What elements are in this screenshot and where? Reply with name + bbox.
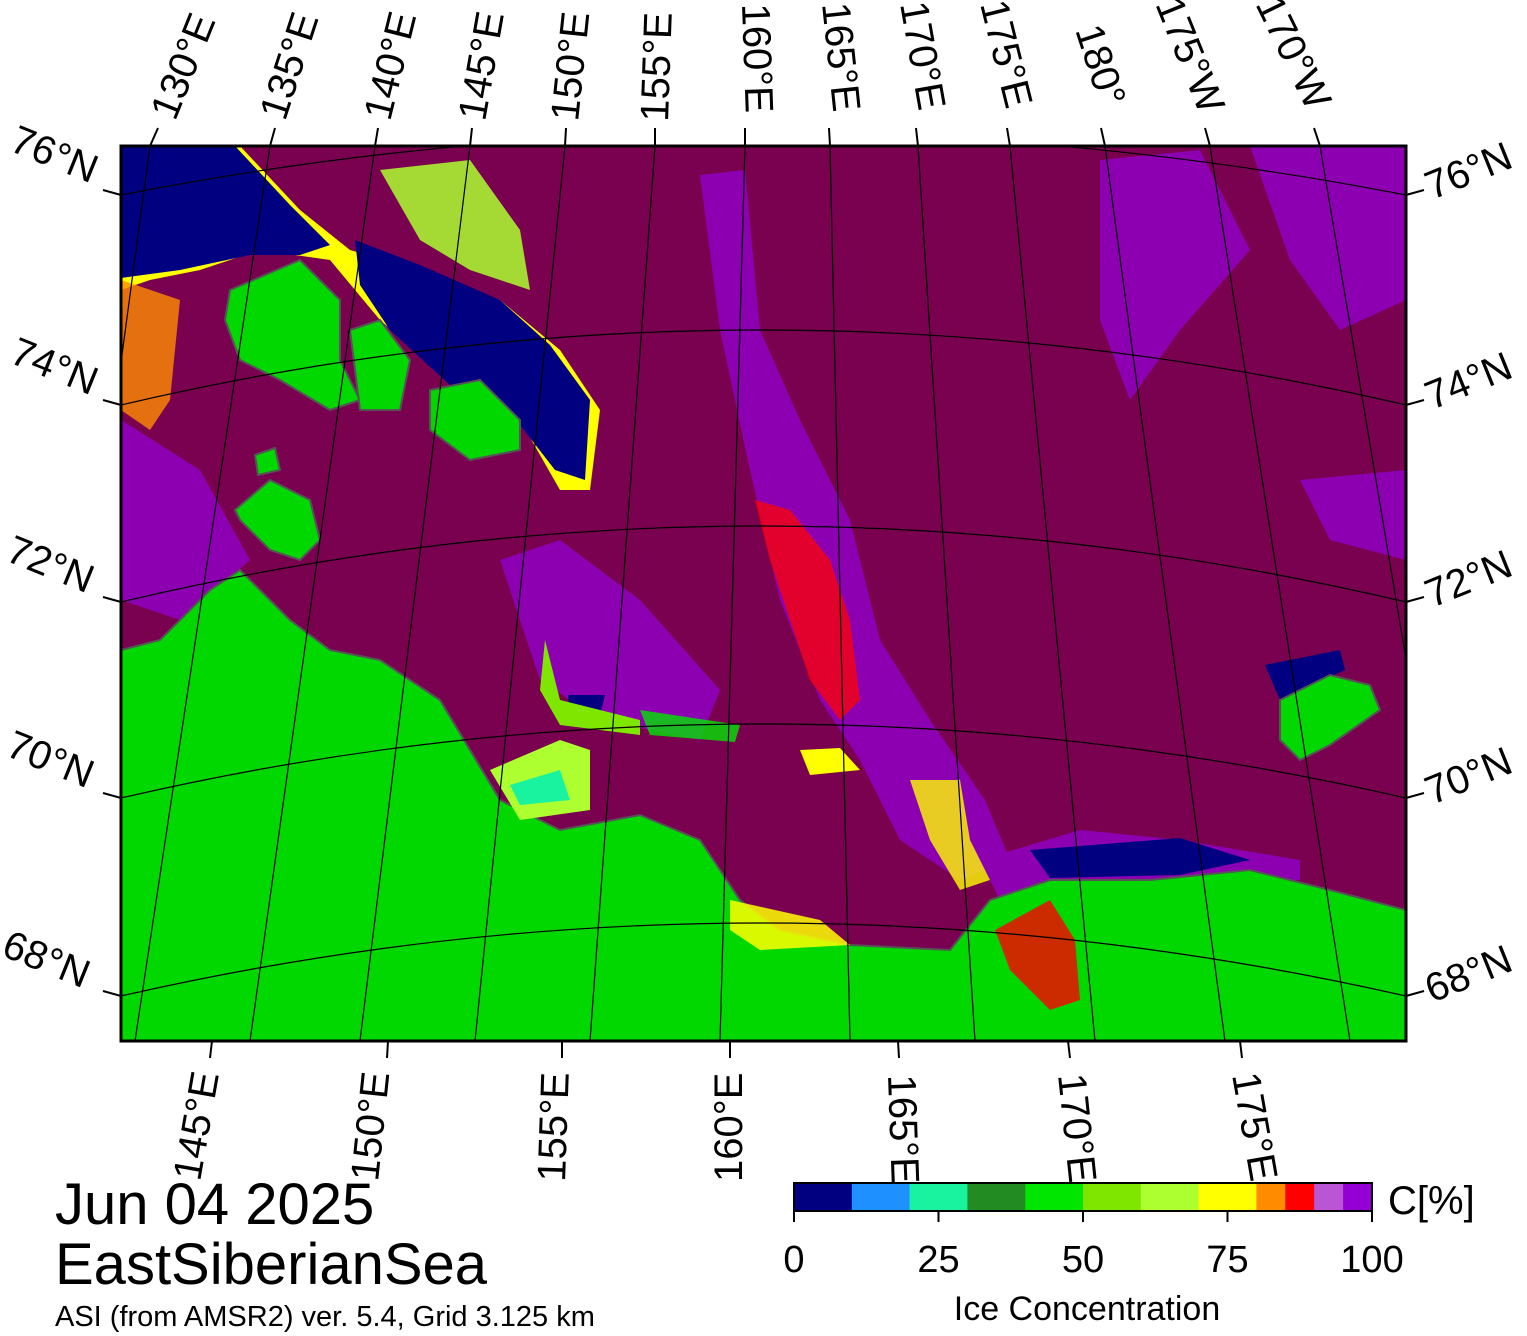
colorbar-bin: [1314, 1183, 1344, 1211]
left-lat-label: 74°N: [5, 330, 104, 404]
kotelny-island: [223, 258, 362, 412]
top-lon-label: 180°: [1066, 19, 1133, 111]
top-lon-label: 175°W: [1147, 0, 1233, 119]
graticule: [121, 146, 1406, 1041]
colorbar-bin: [1083, 1183, 1142, 1211]
faddeyevsky-island: [348, 318, 412, 411]
colorbar-tick-label: 25: [917, 1239, 959, 1281]
map-date: Jun 04 2025: [55, 1172, 375, 1237]
colorbar-bin: [1256, 1183, 1286, 1211]
top-lon-label: 130°E: [143, 7, 225, 125]
top-lon-label: 170°W: [1247, 0, 1339, 116]
top-lon-label: 135°E: [252, 7, 328, 125]
bottom-lon-label: 145°E: [166, 1068, 228, 1183]
islands: [223, 258, 1382, 762]
high-concentration-streak: [121, 280, 990, 890]
kolyma-delta-low-ice: [510, 770, 570, 805]
colorbar: 0 25 50 75 100 C[%] Ice Concentration: [783, 1179, 1474, 1328]
right-lat-label: 68°N: [1419, 937, 1518, 1011]
colorbar-ticks: [793, 1211, 1373, 1222]
new-siberia-island: [429, 378, 521, 462]
top-lon-label: 160°E: [733, 3, 781, 114]
top-lon-label: 155°E: [633, 11, 681, 122]
top-lon-label: 165°E: [813, 0, 868, 113]
top-lon-label: 175°E: [971, 0, 1040, 112]
top-lon-label: 170°E: [891, 0, 953, 113]
right-lat-label: 72°N: [1419, 542, 1518, 616]
kolyuchin-ice: [995, 900, 1080, 1010]
top-lon-label: 145°E: [451, 8, 513, 123]
colorbar-bin: [1140, 1183, 1200, 1211]
dense-ice-regions: [121, 146, 1345, 878]
bottom-lon-label: 160°E: [707, 1073, 751, 1182]
bottom-lon-label: 170°E: [1049, 1071, 1104, 1184]
colorbar-bin: [1025, 1183, 1084, 1211]
colorbar-bin: [851, 1183, 911, 1211]
bottom-lon-label: 150°E: [343, 1070, 398, 1183]
bottom-lon-label: 155°E: [530, 1071, 578, 1182]
colorbar-bin: [794, 1183, 853, 1211]
colorbar-tick-label: 0: [783, 1239, 804, 1281]
chaun-bay-ice: [730, 900, 850, 950]
right-latitude-labels: 76°N 74°N 72°N 70°N 68°N: [1419, 134, 1518, 1011]
bottom-longitude-labels: 145°E 150°E 155°E 160°E 165°E 170°E 175°…: [166, 1068, 1286, 1185]
bottom-lon-label: 175°E: [1223, 1069, 1285, 1184]
colorbar-bin: [909, 1183, 968, 1211]
data-source: ASI (from AMSR2) ver. 5.4, Grid 3.125 km: [55, 1301, 595, 1333]
colorbar-bin: [1285, 1183, 1315, 1211]
colorbar-bin: [1198, 1183, 1257, 1211]
left-lat-label: 72°N: [1, 528, 100, 602]
right-lat-label: 76°N: [1419, 134, 1518, 208]
frame-ticks: [102, 127, 1425, 1059]
colorbar-bin: [1343, 1183, 1373, 1211]
left-lat-label: 68°N: [0, 923, 96, 997]
map-frame: [119, 144, 1408, 1043]
colorbar-tick-label: 100: [1340, 1239, 1403, 1281]
map-content: [121, 146, 1406, 1041]
colorbar-bins: [794, 1183, 1373, 1211]
left-latitude-labels: 76°N 74°N 72°N 70°N 68°N: [0, 118, 104, 997]
region-name: EastSiberianSea: [55, 1232, 488, 1297]
top-lon-label: 140°E: [356, 7, 425, 124]
maly-lyakhovsky-island: [253, 446, 282, 477]
mainland: [121, 568, 1406, 1041]
left-lat-label: 76°N: [5, 118, 104, 192]
colorbar-unit-label: C[%]: [1388, 1179, 1475, 1223]
colorbar-tick-label: 75: [1206, 1239, 1248, 1281]
colorbar-title: Ice Concentration: [954, 1290, 1221, 1328]
right-lat-label: 70°N: [1419, 739, 1518, 813]
left-lat-label: 70°N: [1, 723, 100, 797]
right-lat-label: 74°N: [1419, 344, 1518, 418]
bottom-lon-label: 165°E: [879, 1074, 927, 1185]
top-longitude-labels: 130°E 135°E 140°E 145°E 150°E 155°E 160°…: [143, 0, 1340, 125]
wrangel-island: [1279, 673, 1382, 762]
bolshoy-lyakhovsky-island: [233, 478, 322, 562]
colorbar-bin: [967, 1183, 1026, 1211]
top-lon-label: 150°E: [543, 10, 598, 123]
colorbar-tick-label: 50: [1062, 1239, 1104, 1281]
